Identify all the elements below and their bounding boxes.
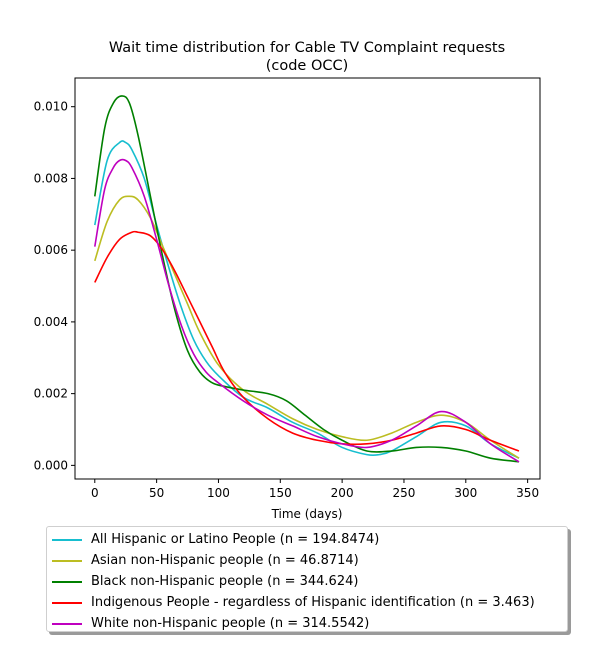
- x-tick-label: 50: [149, 486, 164, 500]
- series-line-1: [94, 140, 520, 459]
- legend-label: Indigenous People - regardless of Hispan…: [91, 595, 535, 610]
- y-tick-label: 0.006: [34, 243, 68, 257]
- x-axis-label: Time (days): [271, 507, 343, 520]
- legend-item: All Hispanic or Latino People (n = 194.8…: [47, 529, 567, 550]
- x-tick-label: 250: [393, 486, 416, 500]
- legend-label: Black non-Hispanic people (n = 344.624): [91, 574, 359, 589]
- x-tick-label: 0: [91, 486, 99, 500]
- legend-item: Indigenous People - regardless of Hispan…: [47, 592, 567, 613]
- y-tick-label: 0.008: [34, 171, 68, 185]
- chart-title-line-1: Wait time distribution for Cable TV Comp…: [109, 40, 505, 56]
- legend-label: All Hispanic or Latino People (n = 194.8…: [91, 532, 380, 547]
- legend: All Hispanic or Latino People (n = 194.8…: [46, 526, 568, 632]
- legend-item: Asian non-Hispanic people (n = 46.8714): [47, 550, 567, 571]
- y-tick-label: 0.004: [34, 315, 68, 329]
- legend-item: White non-Hispanic people (n = 314.5542): [47, 613, 567, 634]
- legend-swatch: [52, 580, 82, 583]
- plot-frame: [74, 77, 541, 480]
- chart-title-line-2: (code OCC): [266, 58, 349, 74]
- legend-label: White non-Hispanic people (n = 314.5542): [91, 616, 370, 631]
- y-tick-label: 0.002: [34, 387, 68, 401]
- x-tick-label: 200: [331, 486, 354, 500]
- legend-swatch: [52, 538, 82, 541]
- x-tick-label: 100: [207, 486, 230, 500]
- y-tick-label: 0.010: [34, 100, 68, 114]
- legend-swatch: [52, 601, 82, 604]
- series-line-3: [93, 95, 520, 463]
- legend-item: Black non-Hispanic people (n = 344.624): [47, 571, 567, 592]
- legend-swatch: [52, 622, 82, 625]
- x-tick-label: 150: [269, 486, 292, 500]
- legend-label: Asian non-Hispanic people (n = 46.8714): [91, 553, 359, 568]
- y-axis-ticks: 0.000 0.002 0.004 0.006 0.008 0.010: [34, 100, 75, 472]
- series-line-4: [94, 230, 520, 452]
- chart: Wait time distribution for Cable TV Comp…: [34, 40, 541, 520]
- x-axis-ticks: 0 50 100 150 200 250 300 350: [91, 479, 539, 500]
- x-tick-label: 300: [454, 486, 477, 500]
- series-line-5: [94, 158, 520, 463]
- x-tick-label: 350: [516, 486, 539, 500]
- y-tick-label: 0.000: [34, 458, 68, 472]
- legend-swatch: [52, 559, 82, 562]
- plot-lines: [93, 95, 520, 463]
